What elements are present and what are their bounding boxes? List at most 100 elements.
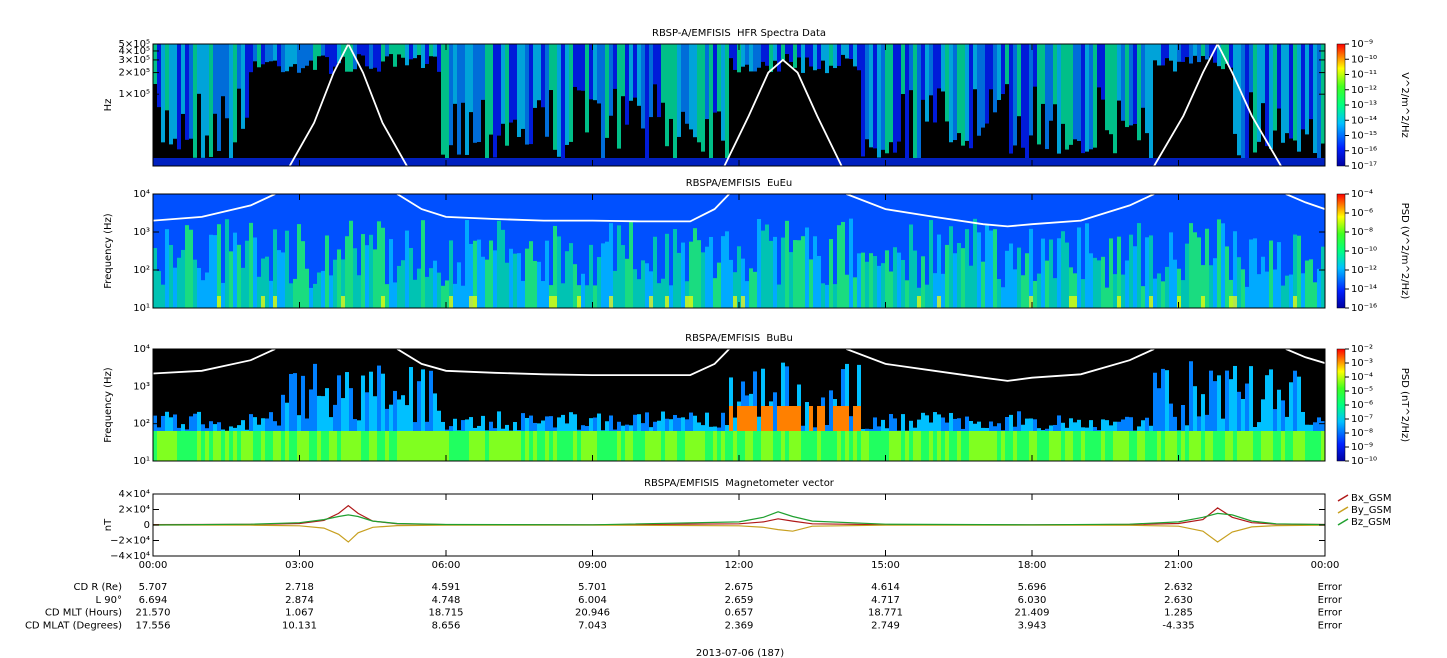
spectrogram-texture xyxy=(525,158,529,166)
spectrogram-texture xyxy=(641,260,645,308)
spectrogram-texture xyxy=(701,44,705,152)
spectrogram-texture xyxy=(569,158,573,166)
spectrogram-texture xyxy=(517,44,521,138)
spectrogram-texture xyxy=(685,431,689,461)
spectrogram-texture xyxy=(637,279,641,308)
spectrogram-texture xyxy=(277,158,281,166)
spectrogram-texture xyxy=(945,44,949,122)
spectrogram-texture xyxy=(1077,158,1081,166)
spectrogram-texture xyxy=(933,273,937,308)
spectrogram-texture xyxy=(581,44,585,91)
spectrogram-texture xyxy=(269,431,273,461)
spectrogram-texture xyxy=(745,158,749,166)
spectrogram-texture xyxy=(1229,379,1233,461)
spectrogram-texture xyxy=(905,44,909,161)
spectrogram-texture xyxy=(709,431,713,461)
spectrogram-texture xyxy=(393,44,397,67)
spectrogram-texture xyxy=(1157,158,1161,166)
spectrogram-texture xyxy=(1277,431,1281,461)
spectrogram-texture xyxy=(897,252,901,308)
spectrogram-texture xyxy=(869,158,873,166)
spectrogram-texture xyxy=(1301,273,1305,308)
spectrogram-texture xyxy=(417,158,421,166)
spectrogram-texture xyxy=(345,236,349,308)
spectrogram-texture xyxy=(333,431,337,461)
colorbar-tick-label: 10⁻¹⁶ xyxy=(1351,303,1377,314)
spectrogram-texture xyxy=(221,431,225,461)
spectrogram-texture xyxy=(265,158,269,166)
spectrogram-texture xyxy=(1269,158,1273,166)
spectrogram-texture xyxy=(229,431,233,461)
spectrogram-texture xyxy=(833,431,837,461)
spectrogram-texture xyxy=(849,431,853,461)
spectrogram-texture xyxy=(1297,158,1301,166)
spectrogram-texture xyxy=(613,44,617,89)
spectrogram-texture xyxy=(209,234,213,308)
spectrogram-texture xyxy=(893,247,897,308)
spectrogram-texture xyxy=(245,44,249,118)
spectrogram-texture xyxy=(1061,44,1065,124)
y-axis-label: Frequency (Hz) xyxy=(103,367,114,443)
spectrogram-texture xyxy=(617,431,621,461)
spectrogram-texture xyxy=(649,271,653,308)
spectrogram-texture xyxy=(153,44,157,85)
panel-title: RBSPA/EMFISIS EuEu xyxy=(686,178,793,189)
spectrogram-texture xyxy=(785,158,789,166)
spectrogram-texture xyxy=(1145,44,1149,134)
spectrogram-texture xyxy=(805,431,809,461)
spectrogram-texture xyxy=(1117,158,1121,166)
spectrogram-texture xyxy=(1169,431,1173,461)
spectrogram-texture xyxy=(1073,296,1077,308)
spectrogram-texture xyxy=(397,265,401,308)
spectrogram-texture xyxy=(1189,44,1193,64)
spectrogram-texture xyxy=(1241,398,1245,461)
spectrogram-texture xyxy=(505,262,509,308)
spectrogram-texture xyxy=(929,220,933,308)
spectrogram-texture xyxy=(1269,240,1273,308)
spectrogram-texture xyxy=(713,278,717,308)
spectrogram-texture xyxy=(981,261,985,308)
spectrogram-texture xyxy=(1065,44,1069,150)
spectrogram-texture xyxy=(313,431,317,461)
spectrogram-texture xyxy=(645,431,649,461)
spectrogram-texture xyxy=(453,431,457,461)
spectrogram-texture xyxy=(1009,431,1013,461)
spectrogram-texture xyxy=(881,44,885,150)
spectrogram-texture xyxy=(653,236,657,308)
spectrogram-texture xyxy=(477,158,481,166)
spectrogram-texture xyxy=(473,158,477,166)
spectrogram-texture xyxy=(541,158,545,166)
spectrogram-texture xyxy=(453,44,457,104)
colorbar-tick-label: 10⁻¹⁰ xyxy=(1351,54,1377,65)
spectrogram-texture xyxy=(509,158,513,166)
spectrogram-texture xyxy=(1109,158,1113,166)
colorbar-tick-label: 10⁻⁹ xyxy=(1351,442,1373,453)
spectrogram-texture xyxy=(265,431,269,461)
spectrogram-texture xyxy=(1029,296,1033,308)
spectrogram-texture xyxy=(241,158,245,166)
spectrogram-texture xyxy=(429,268,433,308)
spectrogram-texture xyxy=(305,431,309,461)
spectrogram-texture xyxy=(725,44,729,161)
ephemeris-value: 2.675 xyxy=(725,582,754,593)
ephemeris-value: 2.659 xyxy=(725,595,754,606)
spectrogram-texture xyxy=(789,431,793,461)
spectrogram-texture xyxy=(749,44,753,72)
spectrogram-texture xyxy=(289,44,293,67)
spectrogram-texture xyxy=(465,158,469,166)
spectrogram-texture xyxy=(1241,431,1245,461)
spectrogram-texture xyxy=(513,158,517,166)
spectrogram-texture xyxy=(1309,431,1313,461)
spectrogram-texture xyxy=(813,44,817,71)
y-tick-label: 0 xyxy=(144,520,150,531)
spectrogram-texture xyxy=(489,240,493,308)
spectrogram-texture xyxy=(525,44,529,145)
spectrogram-texture xyxy=(505,44,509,146)
date-label: 2013-07-06 (187) xyxy=(696,648,784,658)
spectrogram-texture xyxy=(537,44,541,101)
spectrogram-texture xyxy=(1089,158,1093,166)
spectrogram-texture xyxy=(349,431,353,461)
spectrogram-texture xyxy=(169,431,173,461)
spectrogram-texture xyxy=(1093,44,1097,148)
